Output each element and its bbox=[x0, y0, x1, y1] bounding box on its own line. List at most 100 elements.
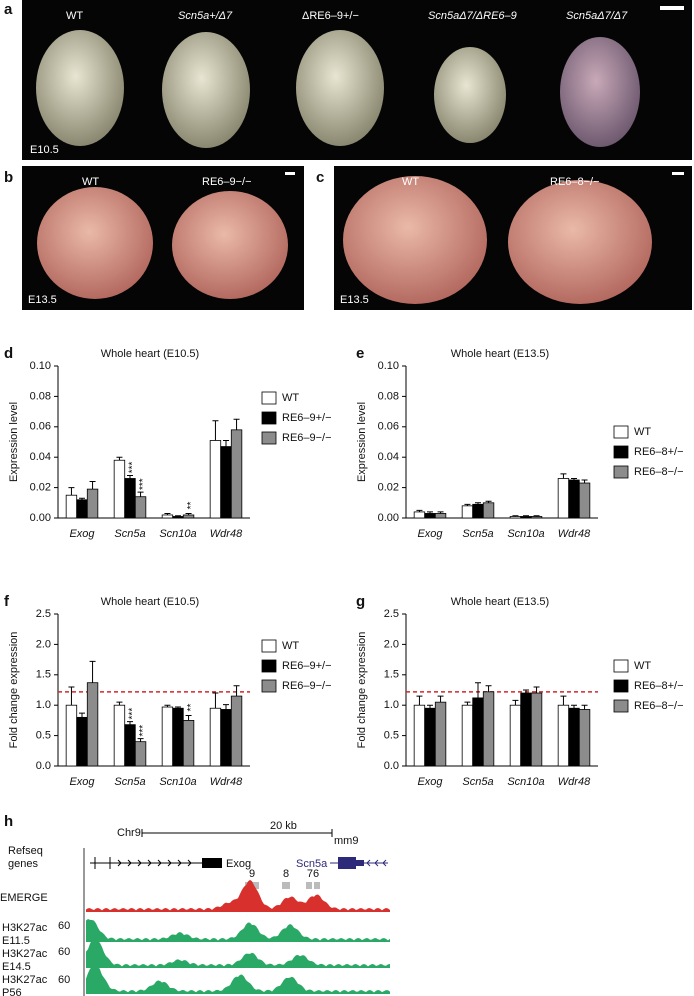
y-tick-label: 0.10 bbox=[378, 360, 399, 372]
error-bar bbox=[475, 682, 481, 698]
track-label: Refseq genes bbox=[8, 845, 46, 870]
bar bbox=[134, 496, 147, 519]
y-tick-label: 0.02 bbox=[378, 482, 399, 494]
legend-swatch bbox=[261, 679, 277, 693]
error-bar bbox=[560, 473, 567, 479]
error-bar bbox=[571, 477, 577, 480]
gene-label: Exog bbox=[226, 858, 251, 870]
bar bbox=[113, 704, 126, 767]
legend-label: WT bbox=[282, 640, 299, 652]
error-bar bbox=[223, 704, 229, 710]
y-axis-label: Expression level bbox=[356, 402, 368, 482]
error-bar bbox=[581, 704, 588, 710]
y-tick-label: 0.04 bbox=[30, 451, 51, 463]
track-label: H3K27ac E14.5 bbox=[2, 948, 48, 973]
bar bbox=[113, 459, 126, 519]
signal-track bbox=[86, 879, 390, 912]
error-bar bbox=[175, 515, 181, 517]
error-bar bbox=[233, 685, 240, 697]
bar bbox=[568, 479, 580, 519]
y-tick-label: 0.0 bbox=[384, 760, 399, 772]
element-label: 9 bbox=[249, 868, 255, 880]
bar bbox=[520, 516, 532, 519]
error-bar bbox=[89, 660, 96, 683]
track-label: H3K27ac E11.5 bbox=[2, 922, 48, 947]
error-bar bbox=[212, 420, 219, 441]
error-bar bbox=[164, 512, 171, 515]
track-scale: 60 bbox=[58, 946, 70, 958]
x-tick-label: Scn5a bbox=[462, 528, 493, 540]
x-tick-label: Wdr48 bbox=[210, 776, 243, 788]
chart-title: Whole heart (E13.5) bbox=[451, 596, 549, 608]
y-tick-label: 0.0 bbox=[36, 760, 51, 772]
assembly-label: mm9 bbox=[334, 835, 358, 847]
legend-swatch bbox=[261, 639, 277, 653]
legend-swatch bbox=[613, 445, 629, 459]
error-bar bbox=[185, 715, 192, 721]
gene-scn5a bbox=[330, 857, 388, 869]
y-tick-label: 2.5 bbox=[36, 608, 51, 620]
error-bar bbox=[416, 695, 423, 706]
signal-track bbox=[86, 938, 390, 968]
bar bbox=[530, 692, 543, 767]
x-tick-label: Exog bbox=[417, 528, 443, 540]
legend-label: RE6–8+/− bbox=[634, 446, 684, 458]
element-boxes bbox=[245, 882, 320, 889]
bar bbox=[578, 482, 591, 519]
y-tick-label: 0.08 bbox=[30, 390, 51, 402]
x-tick-label: Exog bbox=[69, 528, 95, 540]
x-tick-label: Scn10a bbox=[159, 528, 196, 540]
error-bar bbox=[464, 503, 471, 506]
error-bar bbox=[523, 689, 529, 694]
legend-label: WT bbox=[634, 426, 651, 438]
error-bar bbox=[475, 502, 481, 505]
bar bbox=[230, 429, 243, 519]
error-bar bbox=[137, 738, 144, 742]
genotype-label: ΔRE6–9+/− bbox=[302, 10, 359, 22]
bar bbox=[161, 514, 174, 519]
bar bbox=[86, 488, 99, 519]
error-bar bbox=[533, 515, 540, 517]
error-bar bbox=[512, 515, 519, 517]
genotype-label: WT bbox=[82, 176, 99, 188]
x-tick-label: Scn10a bbox=[159, 776, 196, 788]
error-bar bbox=[127, 474, 133, 479]
track-label: P56 bbox=[2, 987, 22, 996]
element-label: 8 bbox=[283, 868, 289, 880]
stage-label: E13.5 bbox=[28, 294, 57, 306]
panel-letter: b bbox=[4, 169, 13, 186]
significance: *** bbox=[138, 478, 149, 490]
genotype-label: Scn5aΔ7/ΔRE6–9 bbox=[428, 10, 517, 22]
y-tick-label: 1.0 bbox=[384, 699, 399, 711]
error-bar bbox=[79, 712, 85, 718]
significance: ** bbox=[186, 704, 197, 712]
genotype-label: RE6–9−/− bbox=[202, 176, 252, 188]
bar bbox=[220, 709, 232, 767]
error-bar bbox=[89, 481, 96, 490]
error-bar bbox=[523, 515, 529, 517]
bar-chart: Whole heart (E13.5) Expression level 0.00 0… bbox=[356, 348, 684, 540]
y-tick-label: 0.02 bbox=[30, 482, 51, 494]
significance: *** bbox=[128, 462, 139, 474]
error-bar bbox=[533, 686, 540, 694]
y-tick-label: 2.5 bbox=[384, 608, 399, 620]
bar bbox=[76, 499, 88, 519]
legend-swatch bbox=[613, 679, 629, 693]
embryos-c bbox=[343, 176, 652, 304]
legend-swatch bbox=[613, 699, 629, 713]
panel-letter: g bbox=[356, 593, 365, 610]
legend-swatch bbox=[261, 411, 277, 425]
bar bbox=[482, 502, 495, 519]
error-bar bbox=[137, 491, 144, 497]
panel-letter: e bbox=[356, 345, 364, 362]
track-label: H3K27ac bbox=[2, 922, 48, 934]
error-bar bbox=[581, 479, 588, 484]
bar bbox=[557, 704, 570, 767]
significance: *** bbox=[128, 708, 139, 720]
bar bbox=[461, 704, 474, 767]
error-bar bbox=[485, 685, 492, 692]
x-tick-label: Scn5a bbox=[462, 776, 493, 788]
bar bbox=[482, 691, 495, 767]
gene-exog bbox=[90, 857, 222, 869]
